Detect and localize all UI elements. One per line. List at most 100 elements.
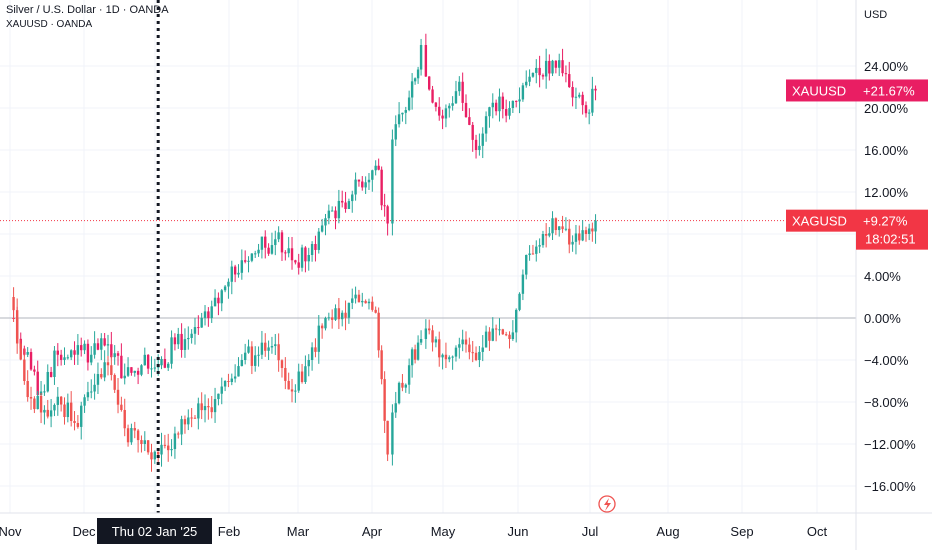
xauusd-candle-body xyxy=(391,139,394,224)
xagusd-candle-body xyxy=(73,420,76,423)
xagusd-candle-body xyxy=(410,349,414,366)
x-tick-label: Jun xyxy=(508,524,529,539)
xauusd-candle-body xyxy=(471,124,474,140)
xauusd-candle-body xyxy=(568,74,571,87)
xauusd-candle-body xyxy=(441,115,444,119)
xagusd-candle-body xyxy=(401,382,404,388)
xagusd-candle-body xyxy=(180,419,183,435)
xauusd-candle-body xyxy=(287,248,290,254)
xauusd-candle-body xyxy=(197,327,200,329)
xauusd-candle-body xyxy=(314,244,317,250)
xauusd-candle-body xyxy=(270,245,274,254)
xauusd-candle-body xyxy=(240,260,244,273)
xagusd-candle-body xyxy=(15,310,19,344)
xauusd-candle-body xyxy=(170,337,173,364)
xauusd-candle-body xyxy=(468,117,471,125)
xauusd-candle-body xyxy=(153,367,157,369)
xauusd-candle-body xyxy=(341,200,344,203)
y-tick-label: 24.00% xyxy=(864,59,909,74)
xauusd-candle-body xyxy=(371,170,374,180)
xagusd-candle-body xyxy=(568,228,571,245)
xauusd-candle-body xyxy=(90,354,93,363)
xagusd-candle-body xyxy=(377,312,380,351)
xauusd-candle-body xyxy=(330,210,334,212)
xagusd-candle-body xyxy=(290,389,294,392)
xagusd-candle-body xyxy=(90,391,93,393)
xagusd-candle-body xyxy=(270,346,274,348)
xagusd-candle-body xyxy=(83,397,86,406)
xagusd-candle-body xyxy=(153,451,157,460)
xagusd-candle-body xyxy=(330,317,334,320)
xauusd-candle-body xyxy=(223,286,227,291)
xagusd-candle-body xyxy=(76,423,80,427)
xagusd-candle-body xyxy=(521,274,525,294)
xauusd-candle-body xyxy=(501,96,505,110)
xauusd-candle-body xyxy=(150,368,153,370)
xauusd-candle-body xyxy=(386,206,389,224)
xagusd-candle-body xyxy=(518,293,521,310)
xauusd-candle-body xyxy=(143,354,146,366)
xauusd-candle-body xyxy=(193,327,197,334)
x-tick-label: May xyxy=(431,524,456,539)
xagusd-candle-body xyxy=(39,395,43,413)
xauusd-candle-body xyxy=(200,317,203,328)
xauusd-candle-body xyxy=(126,367,130,376)
xagusd-candle-body xyxy=(163,444,167,446)
xauusd-candle-body xyxy=(233,266,237,275)
xagusd-candle-body xyxy=(383,379,386,421)
xagusd-candle-body xyxy=(203,406,207,411)
xagusd-candle-body xyxy=(230,378,233,383)
x-tick-label: Feb xyxy=(218,524,240,539)
xagusd-candle-body xyxy=(386,420,389,455)
xagusd-candle-body xyxy=(468,344,471,353)
xagusd-candle-body xyxy=(213,399,217,413)
xauusd-candle-body xyxy=(438,106,441,116)
xauusd-candle-body xyxy=(103,338,106,346)
xagusd-name-label: XAGUSD xyxy=(792,214,847,229)
legend-compare-title[interactable]: XAUUSD · OANDA xyxy=(6,19,93,30)
xauusd-candle-body xyxy=(29,352,33,370)
x-tick-label: Oct xyxy=(807,524,828,539)
xauusd-candle-body xyxy=(250,253,254,261)
xauusd-candle-body xyxy=(521,85,525,100)
xauusd-candle-body xyxy=(86,343,90,363)
xauusd-candle-body xyxy=(515,100,518,102)
xagusd-candle-body xyxy=(200,403,203,411)
xagusd-countdown-label: 18:02:51 xyxy=(865,232,916,247)
xauusd-candle-body xyxy=(538,67,541,76)
xauusd-candle-body xyxy=(571,87,574,98)
xauusd-candle-body xyxy=(347,201,351,210)
xauusd-candle-body xyxy=(364,182,367,188)
xauusd-candle-body xyxy=(49,371,53,377)
xagusd-candle-body xyxy=(584,230,588,234)
xauusd-candle-body xyxy=(564,73,568,75)
xagusd-candle-body xyxy=(320,325,324,329)
xauusd-candle-body xyxy=(428,76,431,90)
y-tick-label: 16.00% xyxy=(864,143,909,158)
xagusd-candle-body xyxy=(327,317,331,319)
y-tick-label: 20.00% xyxy=(864,101,909,116)
xagusd-candle-body xyxy=(525,255,528,275)
xauusd-candle-body xyxy=(203,311,207,318)
xagusd-candle-body xyxy=(120,404,123,410)
xauusd-candle-body xyxy=(554,60,558,68)
xauusd-candle-body xyxy=(407,97,411,111)
xauusd-candle-body xyxy=(294,260,297,263)
xagusd-candle-body xyxy=(564,228,568,230)
xagusd-candle-body xyxy=(130,428,133,443)
xagusd-candle-body xyxy=(394,403,397,413)
xagusd-change-label: +9.27% xyxy=(863,214,908,229)
xauusd-candle-body xyxy=(43,391,46,393)
lightning-icon[interactable] xyxy=(598,495,616,513)
time-axis[interactable]: Nov Dec Feb Mar Apr May Jun Jul Aug Sep Oct Thu 02 … xyxy=(0,495,932,544)
xagusd-candle-body xyxy=(110,365,113,376)
xagusd-candle-body xyxy=(541,234,545,246)
xagusd-candle-body xyxy=(357,294,361,303)
xauusd-candle-body xyxy=(431,89,434,103)
legend-main-title[interactable]: Silver / U.S. Dollar · 1D · OANDA xyxy=(6,4,169,16)
xagusd-candle-body xyxy=(434,339,438,343)
xagusd-candle-body xyxy=(324,318,327,329)
xagusd-candle-body xyxy=(367,301,371,304)
reference-lines xyxy=(0,220,856,319)
